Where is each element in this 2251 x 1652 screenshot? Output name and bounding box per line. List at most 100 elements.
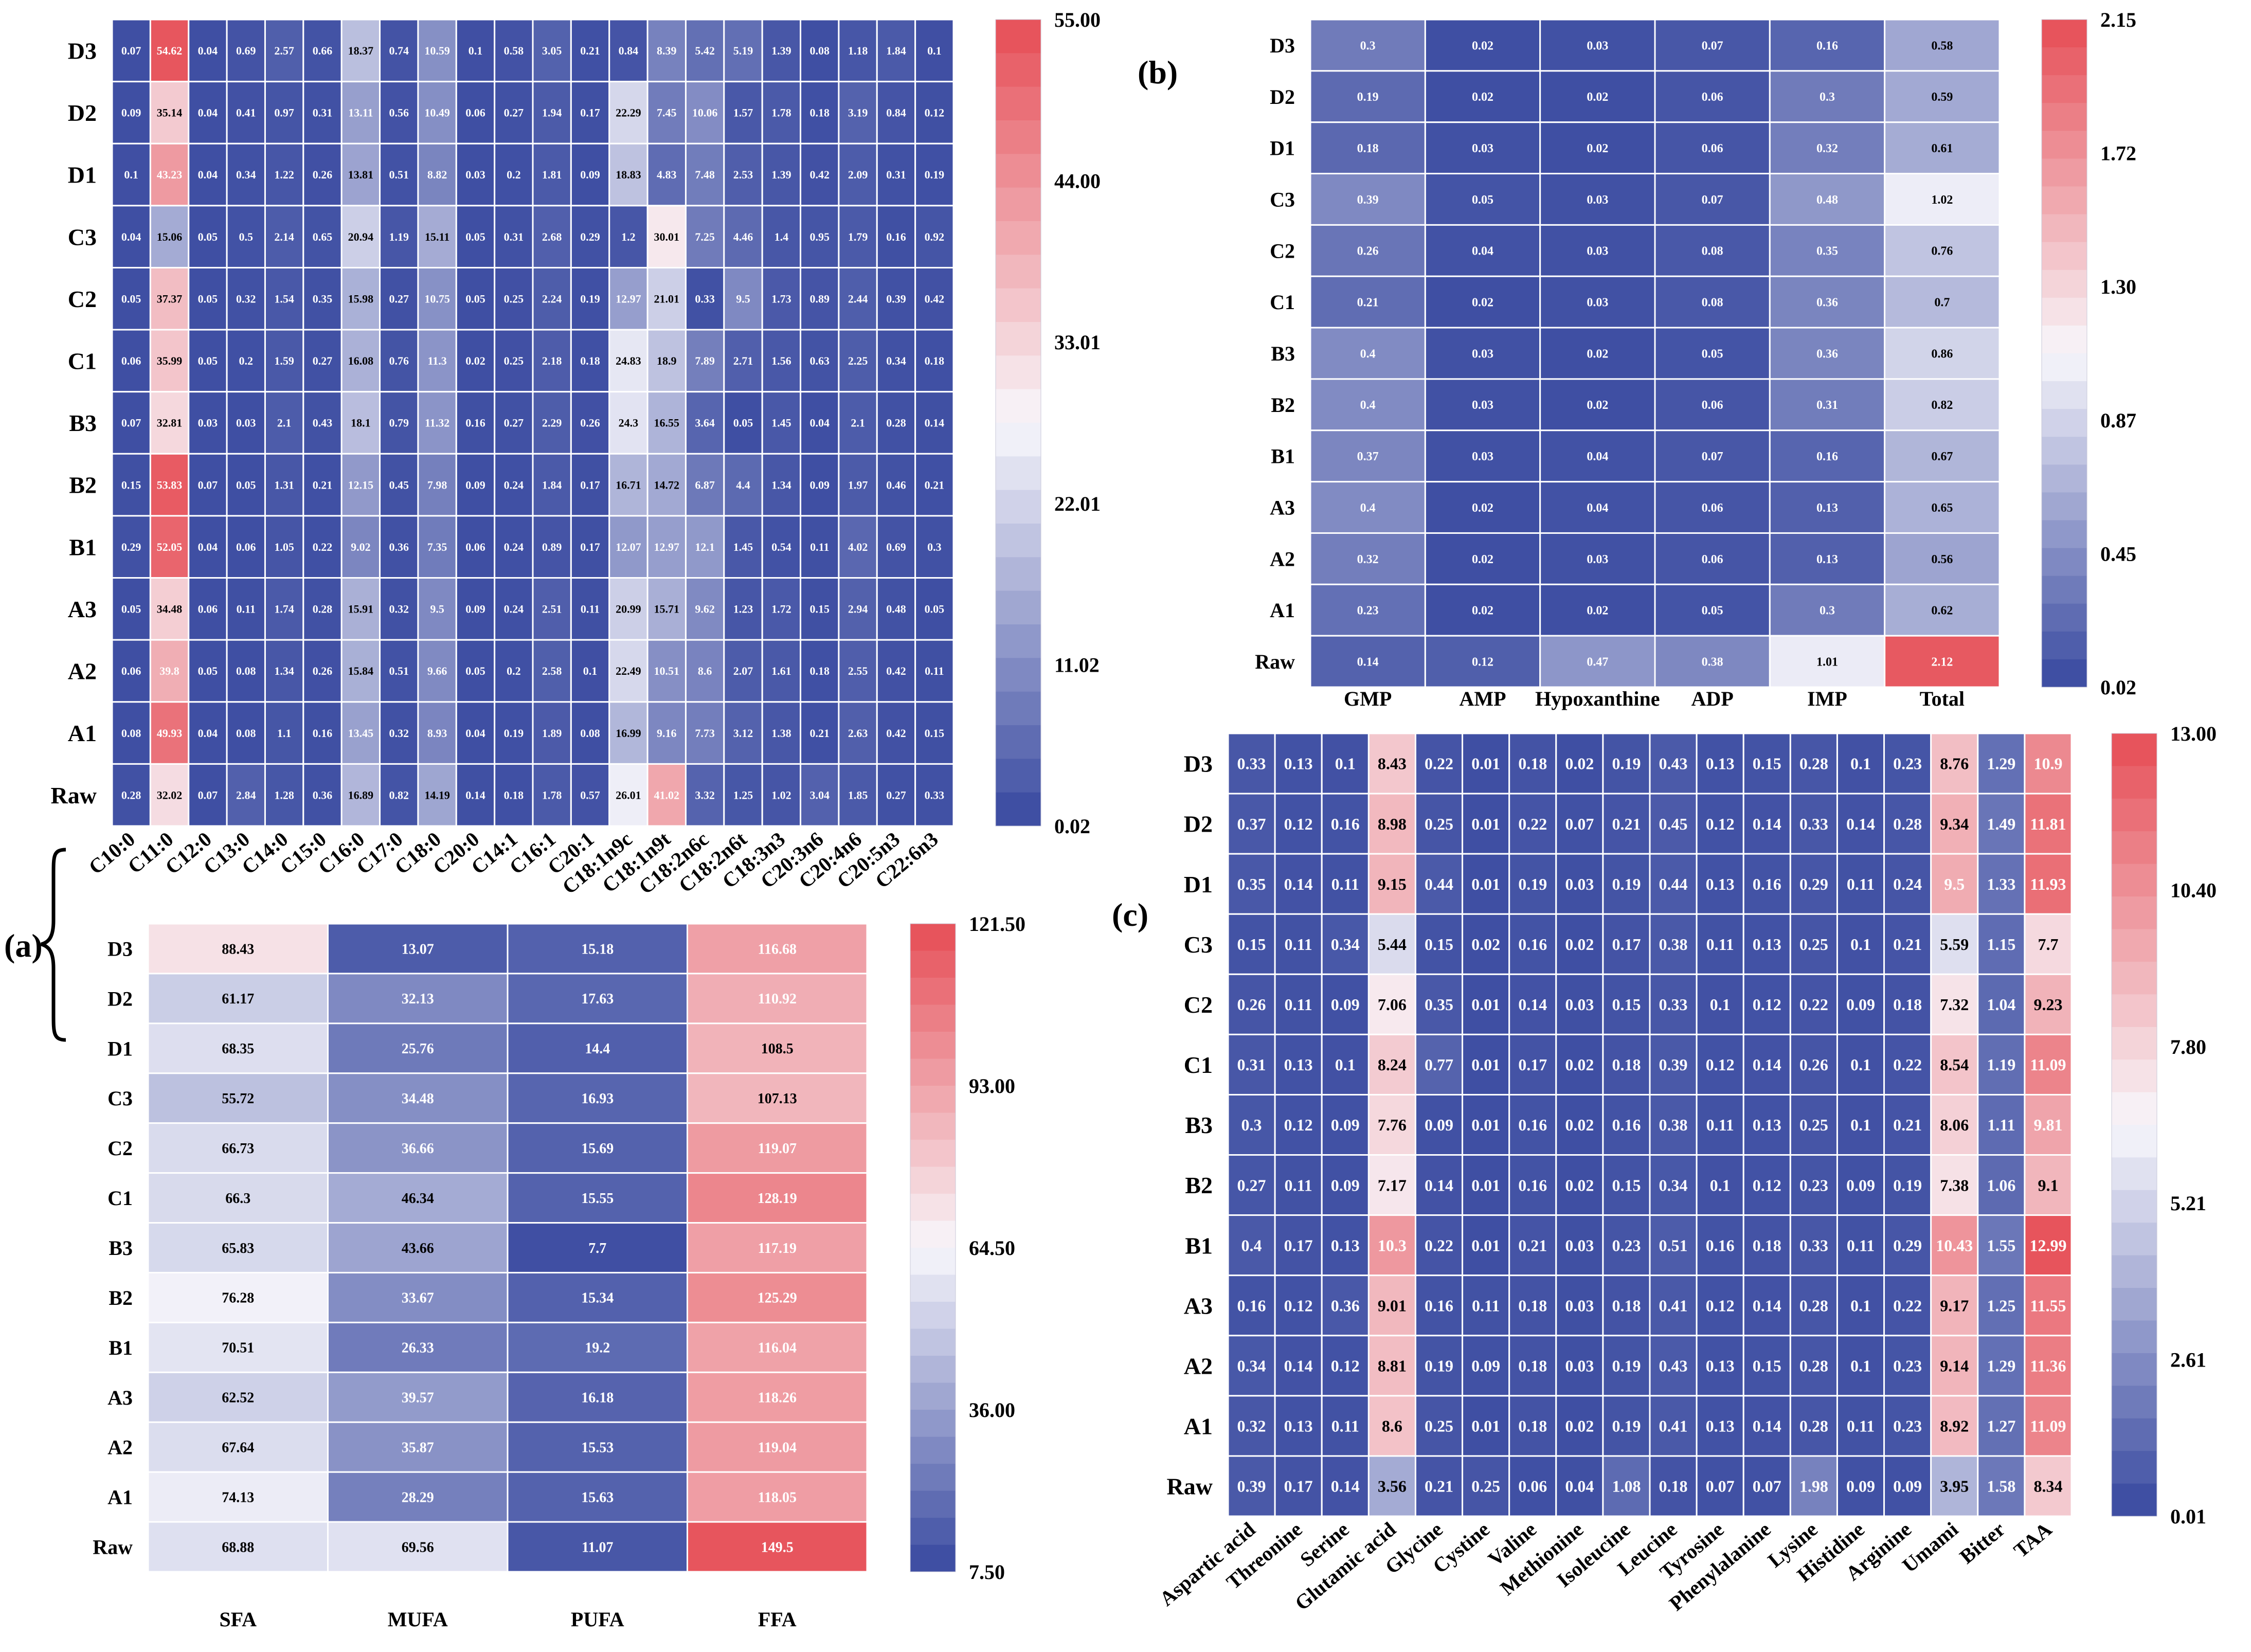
cell-value: 0.51 <box>389 168 409 181</box>
heatmap-cell <box>417 205 457 268</box>
heatmap-cell <box>1649 1033 1698 1096</box>
cell-value: 7.25 <box>695 230 715 243</box>
heatmap-cell <box>1884 532 2001 585</box>
cell-value: 2.25 <box>848 354 868 367</box>
colorbar-step <box>996 322 1041 356</box>
cell-value: 0.05 <box>236 478 256 491</box>
heatmap-cell <box>149 639 190 703</box>
cell-value: 74.13 <box>222 1489 254 1505</box>
column-label: TAA <box>2009 1517 2056 1562</box>
colorbar-step <box>996 288 1041 322</box>
heatmap-cell <box>149 19 190 83</box>
row-label: A1 <box>107 1486 133 1509</box>
cell-value: 0.25 <box>1799 935 1828 954</box>
cell-value: 8.6 <box>1382 1417 1402 1435</box>
colorbar-tick-label: 13.00 <box>2170 722 2217 745</box>
cell-value: 28.29 <box>402 1489 434 1505</box>
cell-value: 0.09 <box>465 603 485 616</box>
cell-value: 0.31 <box>1816 399 1838 412</box>
heatmap-cell <box>1555 1093 1604 1156</box>
heatmap-cell <box>1769 275 1886 329</box>
row-label: Raw <box>1167 1474 1213 1500</box>
heatmap-cell <box>226 577 266 641</box>
heatmap-cell <box>1883 1093 1932 1156</box>
heatmap-nucleotides: 0.3 0.02 0.03 0.07 0.16 0.58 0.19 0.02 0.02 0.06 0… <box>1255 8 2136 710</box>
heatmap-cell <box>646 205 687 268</box>
heatmap-cell <box>687 1072 868 1124</box>
cell-value: 0.14 <box>1753 1296 1781 1315</box>
cell-value: 0.24 <box>504 541 524 553</box>
cell-value: 3.32 <box>695 788 715 801</box>
cell-value: 3.19 <box>848 106 868 119</box>
cell-value: 0.74 <box>389 44 409 57</box>
cell-value: 0.28 <box>121 788 141 801</box>
cell-value: 0.7 <box>1934 296 1950 310</box>
cell-value: 0.63 <box>809 354 830 367</box>
cell-value: 0.17 <box>580 106 600 119</box>
cell-value: 0.86 <box>1931 347 1953 361</box>
heatmap-cell <box>1836 913 1885 975</box>
heatmap-cell <box>570 515 610 579</box>
heatmap-cell <box>2024 1154 2073 1216</box>
heatmap-cell <box>1462 913 1510 975</box>
colorbar-step <box>2042 47 2087 76</box>
colorbar-frame <box>910 923 956 1572</box>
heatmap-cell <box>1274 1093 1323 1156</box>
row-label: D2 <box>1184 811 1213 837</box>
heatmap-cell <box>1769 583 1886 637</box>
colorbar-tick-label: 44.00 <box>1054 170 1101 193</box>
heatmap-cell <box>761 763 802 827</box>
cell-value: 0.36 <box>1816 347 1838 361</box>
cell-value: 0.14 <box>1846 815 1875 833</box>
cell-value: 0.02 <box>1565 935 1594 954</box>
row-label: B3 <box>109 1236 133 1260</box>
heatmap-cell <box>302 329 343 393</box>
cell-value: 0.02 <box>1587 142 1608 155</box>
heatmap-cell <box>1367 1335 1416 1397</box>
cell-value: 26.33 <box>402 1340 434 1356</box>
cell-value: 9.15 <box>1378 875 1407 893</box>
cell-value: 1.54 <box>274 292 294 305</box>
heatmap-cell <box>1930 1033 1979 1096</box>
cell-value: 0.07 <box>1706 1477 1735 1496</box>
cell-value: 4.46 <box>733 230 753 243</box>
cell-value: 0.29 <box>1799 875 1828 893</box>
heatmap-cell <box>111 19 151 83</box>
cell-value: 36.66 <box>402 1141 434 1157</box>
cell-value: 68.35 <box>222 1041 254 1057</box>
column-label: GMP <box>1344 687 1392 710</box>
cell-value: 0.09 <box>121 106 141 119</box>
cell-value: 0.17 <box>1612 935 1641 954</box>
heatmap-cell <box>1649 853 1698 915</box>
cell-value: 0.21 <box>313 478 333 491</box>
heatmap-cell <box>876 329 916 393</box>
cell-value: 15.55 <box>581 1191 614 1207</box>
heatmap-cell <box>914 577 955 641</box>
cell-value: 1.4 <box>775 230 789 243</box>
colorbar-step <box>2112 1418 2157 1451</box>
heatmap-cell <box>800 577 840 641</box>
cell-value: 0.07 <box>1565 815 1594 833</box>
heatmap-cell <box>149 763 190 827</box>
cell-value: 20.99 <box>616 603 641 616</box>
cell-value: 17.63 <box>581 991 614 1007</box>
cell-value: 8.34 <box>2033 1477 2062 1496</box>
heatmap-cell <box>264 639 304 703</box>
heatmap-cell <box>1508 1455 1557 1517</box>
heatmap-cell <box>608 453 649 517</box>
heatmap-cell <box>570 577 610 641</box>
cell-value: 0.13 <box>1816 553 1838 566</box>
column-label: Hypoxanthine <box>1535 687 1660 710</box>
cell-value: 0.19 <box>504 727 524 740</box>
heatmap-cell <box>1696 973 1744 1035</box>
cell-value: 0.43 <box>1659 755 1688 773</box>
cell-value: 0.32 <box>1357 553 1379 566</box>
heatmap-cell <box>2024 1274 2073 1337</box>
heatmap-cell <box>340 639 381 703</box>
cell-value: 0.1 <box>927 44 942 57</box>
heatmap-cell <box>455 329 496 393</box>
cell-value: 0.56 <box>1931 553 1953 566</box>
cell-value: 66.73 <box>222 1141 254 1157</box>
heatmap-cell <box>1977 1395 2026 1457</box>
heatmap-cell <box>687 1521 868 1573</box>
